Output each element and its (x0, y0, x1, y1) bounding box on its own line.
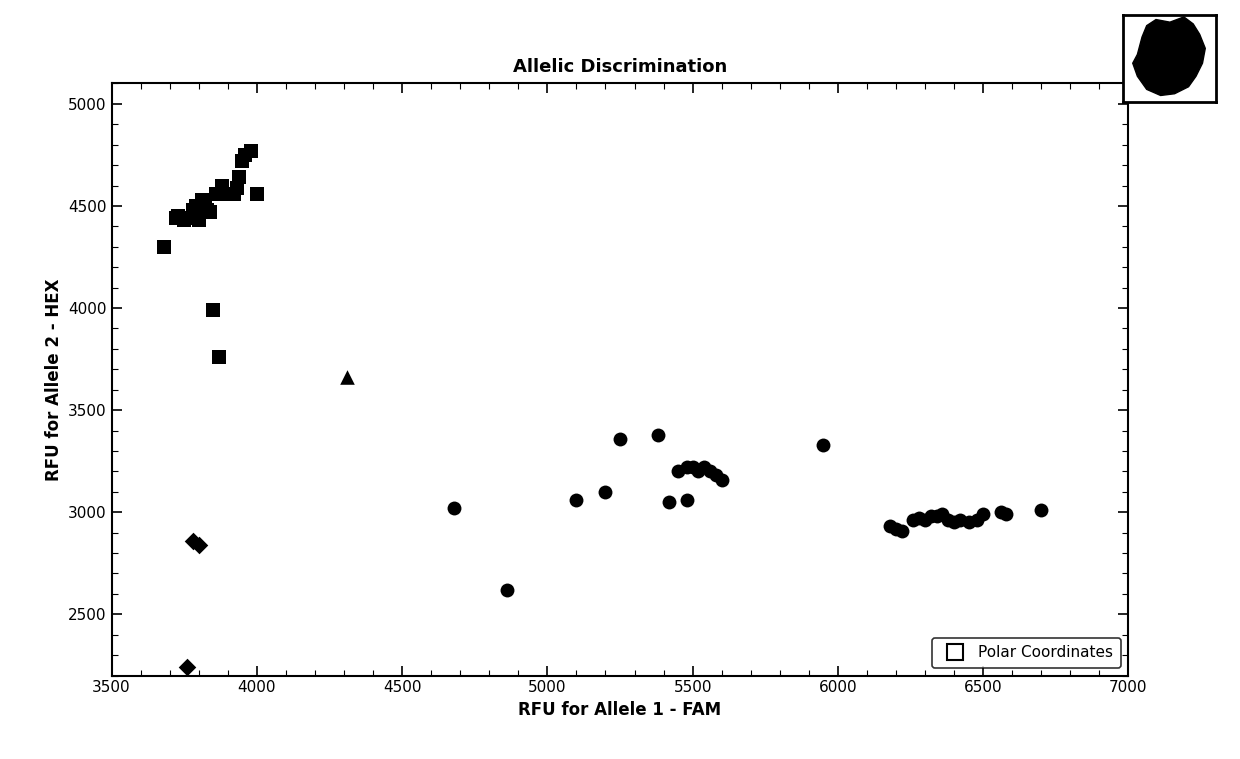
Point (218, 187, 238, 200)
Point (210, 351, 229, 363)
Point (188, 214, 208, 226)
Point (892, 524, 911, 537)
Point (203, 304, 223, 317)
Polygon shape (1133, 17, 1205, 96)
Point (991, 506, 1011, 518)
Point (247, 187, 267, 200)
Point (932, 509, 952, 521)
Point (688, 465, 708, 477)
Point (668, 465, 688, 477)
Point (223, 187, 243, 200)
Point (701, 465, 720, 477)
Point (232, 155, 252, 167)
Point (694, 461, 714, 474)
Point (967, 515, 987, 527)
Point (880, 521, 900, 533)
Point (192, 194, 212, 206)
Point (567, 494, 587, 506)
Point (188, 202, 208, 214)
Point (177, 213, 197, 225)
Point (997, 509, 1017, 521)
Point (184, 534, 203, 546)
Point (950, 515, 970, 527)
Point (610, 433, 630, 445)
Point (177, 661, 197, 673)
Point (887, 522, 906, 534)
Point (497, 584, 517, 596)
X-axis label: RFU for Allele 1 - FAM: RFU for Allele 1 - FAM (518, 701, 722, 719)
Point (184, 204, 203, 216)
Point (939, 515, 959, 527)
Point (1032, 504, 1052, 516)
Y-axis label: RFU for Allele 2 - HEX: RFU for Allele 2 - HEX (45, 279, 62, 480)
Point (944, 516, 963, 528)
Point (904, 515, 924, 527)
Point (175, 214, 195, 226)
Point (706, 469, 725, 481)
Point (959, 516, 978, 528)
Point (677, 461, 697, 474)
Point (660, 496, 680, 508)
Point (186, 200, 206, 212)
Point (926, 510, 946, 522)
Point (241, 145, 260, 157)
Point (712, 474, 732, 486)
Point (337, 371, 357, 383)
Point (444, 502, 464, 514)
Point (197, 204, 217, 216)
Point (921, 510, 941, 522)
Point (973, 509, 993, 521)
Point (909, 512, 929, 524)
Point (677, 494, 697, 506)
Point (201, 206, 221, 218)
Point (227, 181, 247, 194)
Point (166, 213, 186, 225)
Point (206, 187, 226, 200)
Point (154, 241, 174, 253)
Point (188, 539, 208, 551)
Point (212, 179, 232, 191)
Point (595, 486, 615, 498)
Point (813, 439, 833, 451)
Point (647, 429, 667, 441)
Point (169, 210, 188, 222)
Point (915, 515, 935, 527)
Point (683, 461, 703, 474)
Title: Allelic Discrimination: Allelic Discrimination (513, 58, 727, 77)
Point (236, 149, 255, 161)
Legend: Polar Coordinates: Polar Coordinates (932, 638, 1121, 668)
Point (195, 198, 215, 210)
Point (229, 172, 249, 184)
